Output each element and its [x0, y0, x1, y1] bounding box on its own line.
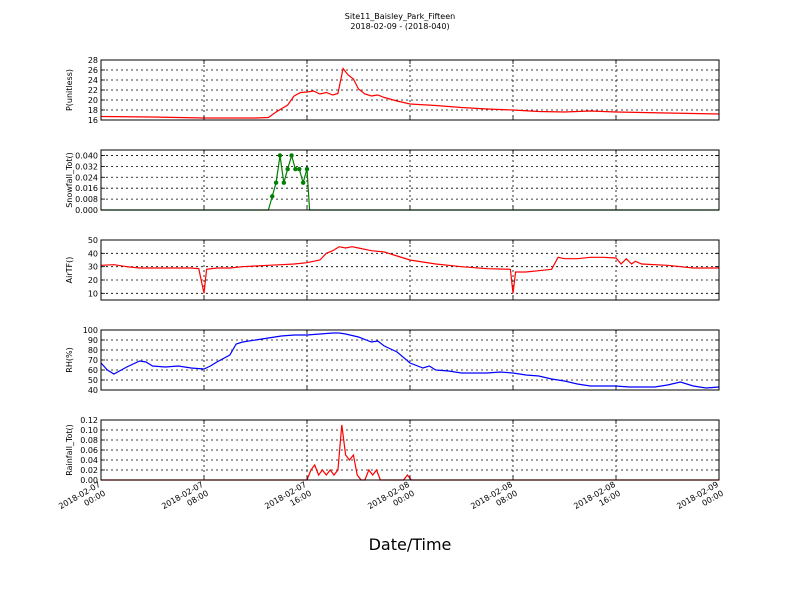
- y-tick-label: 100: [83, 326, 98, 335]
- series-line: [100, 67, 720, 119]
- y-tick-label: 0.04: [80, 456, 98, 465]
- y-tick-label: 30: [88, 263, 98, 272]
- y-tick-label: 24: [88, 76, 98, 85]
- data-point: [281, 180, 287, 185]
- y-tick-label: 0.024: [75, 173, 98, 182]
- data-point: [293, 166, 298, 172]
- y-tick-label: 50: [88, 376, 98, 385]
- panels: 16182022242628P(unitless)0.0000.0080.016…: [65, 56, 720, 485]
- y-tick-label: 40: [88, 249, 98, 258]
- y-tick-label: 10: [88, 289, 98, 298]
- y-tick-label: 0.032: [75, 162, 98, 171]
- x-tick-label: 2018-02-0716:00: [263, 480, 313, 520]
- data-point: [300, 180, 306, 185]
- y-tick-label: 0.016: [75, 184, 98, 193]
- figure-title: Site11_Baisley_Park_Fifteen: [345, 12, 455, 21]
- y-tick-label: 0.02: [80, 466, 98, 475]
- y-tick-label: 80: [88, 346, 98, 355]
- series-line: [100, 332, 720, 389]
- y-tick-label: 18: [88, 106, 98, 115]
- y-tick-label: 90: [88, 336, 98, 345]
- panel-5: 0.000.020.040.060.080.100.12 Rainfall_Tot…: [65, 416, 720, 485]
- y-axis-label: P(unitless): [65, 69, 74, 111]
- data-point: [285, 166, 290, 172]
- y-axis-label: AirTF(): [65, 257, 74, 284]
- y-tick-label: 0.00: [80, 476, 98, 485]
- y-tick-label: 0.08: [80, 436, 98, 445]
- y-tick-label: 60: [88, 366, 98, 375]
- y-tick-label: 40: [88, 386, 98, 395]
- y-tick-label: 70: [88, 356, 98, 365]
- y-tick-label: 0.06: [80, 446, 98, 455]
- x-axis-label: Date/Time: [369, 535, 452, 554]
- y-tick-label: 0.008: [75, 195, 98, 204]
- x-tick-label: 2018-02-0900:00: [675, 480, 725, 520]
- x-tick-labels: 2018-02-0700:00 2018-02-0708:00 2018-02-07…: [57, 480, 725, 520]
- y-tick-label: 20: [88, 96, 98, 105]
- data-point: [277, 153, 283, 158]
- y-tick-label: 16: [88, 116, 98, 125]
- y-tick-label: 0.12: [80, 416, 98, 425]
- x-tick-label: 2018-02-0816:00: [572, 480, 622, 520]
- y-tick-label: 22: [88, 86, 98, 95]
- y-tick-label: 26: [88, 66, 98, 75]
- series-line: [100, 246, 719, 294]
- x-tick-label: 2018-02-0808:00: [469, 480, 519, 520]
- y-axis-label: Rainfall_Tot(): [65, 424, 74, 476]
- series-line: [101, 153, 719, 211]
- data-point: [270, 194, 275, 199]
- data-point: [297, 166, 302, 172]
- x-tick-label: 2018-02-0708:00: [160, 480, 210, 520]
- y-tick-label: 0.040: [75, 151, 98, 160]
- y-axis-label: RH(%): [65, 347, 74, 372]
- x-tick-label: 2018-02-0700:00: [57, 480, 107, 520]
- data-point: [273, 180, 279, 185]
- y-tick-label: 0.000: [75, 206, 98, 215]
- panel-2: 0.000 0.008 0.016 0.024 0.032 0.040Snowfall_T…: [65, 149, 720, 215]
- data-point: [289, 153, 294, 158]
- figure-subtitle: 2018-02-09 - (2018-040): [350, 22, 449, 31]
- y-tick-label: 28: [88, 56, 98, 65]
- y-axis-label: Snowfall_Tot(): [65, 152, 74, 208]
- y-tick-label: 50: [88, 236, 98, 245]
- y-tick-label: 0.10: [80, 426, 98, 435]
- x-tick-label: 2018-02-0800:00: [366, 480, 416, 520]
- y-tick-label: 20: [88, 276, 98, 285]
- data-point: [304, 166, 310, 172]
- panel-3: 10 20 30 40 50 AirTF(): [65, 236, 720, 301]
